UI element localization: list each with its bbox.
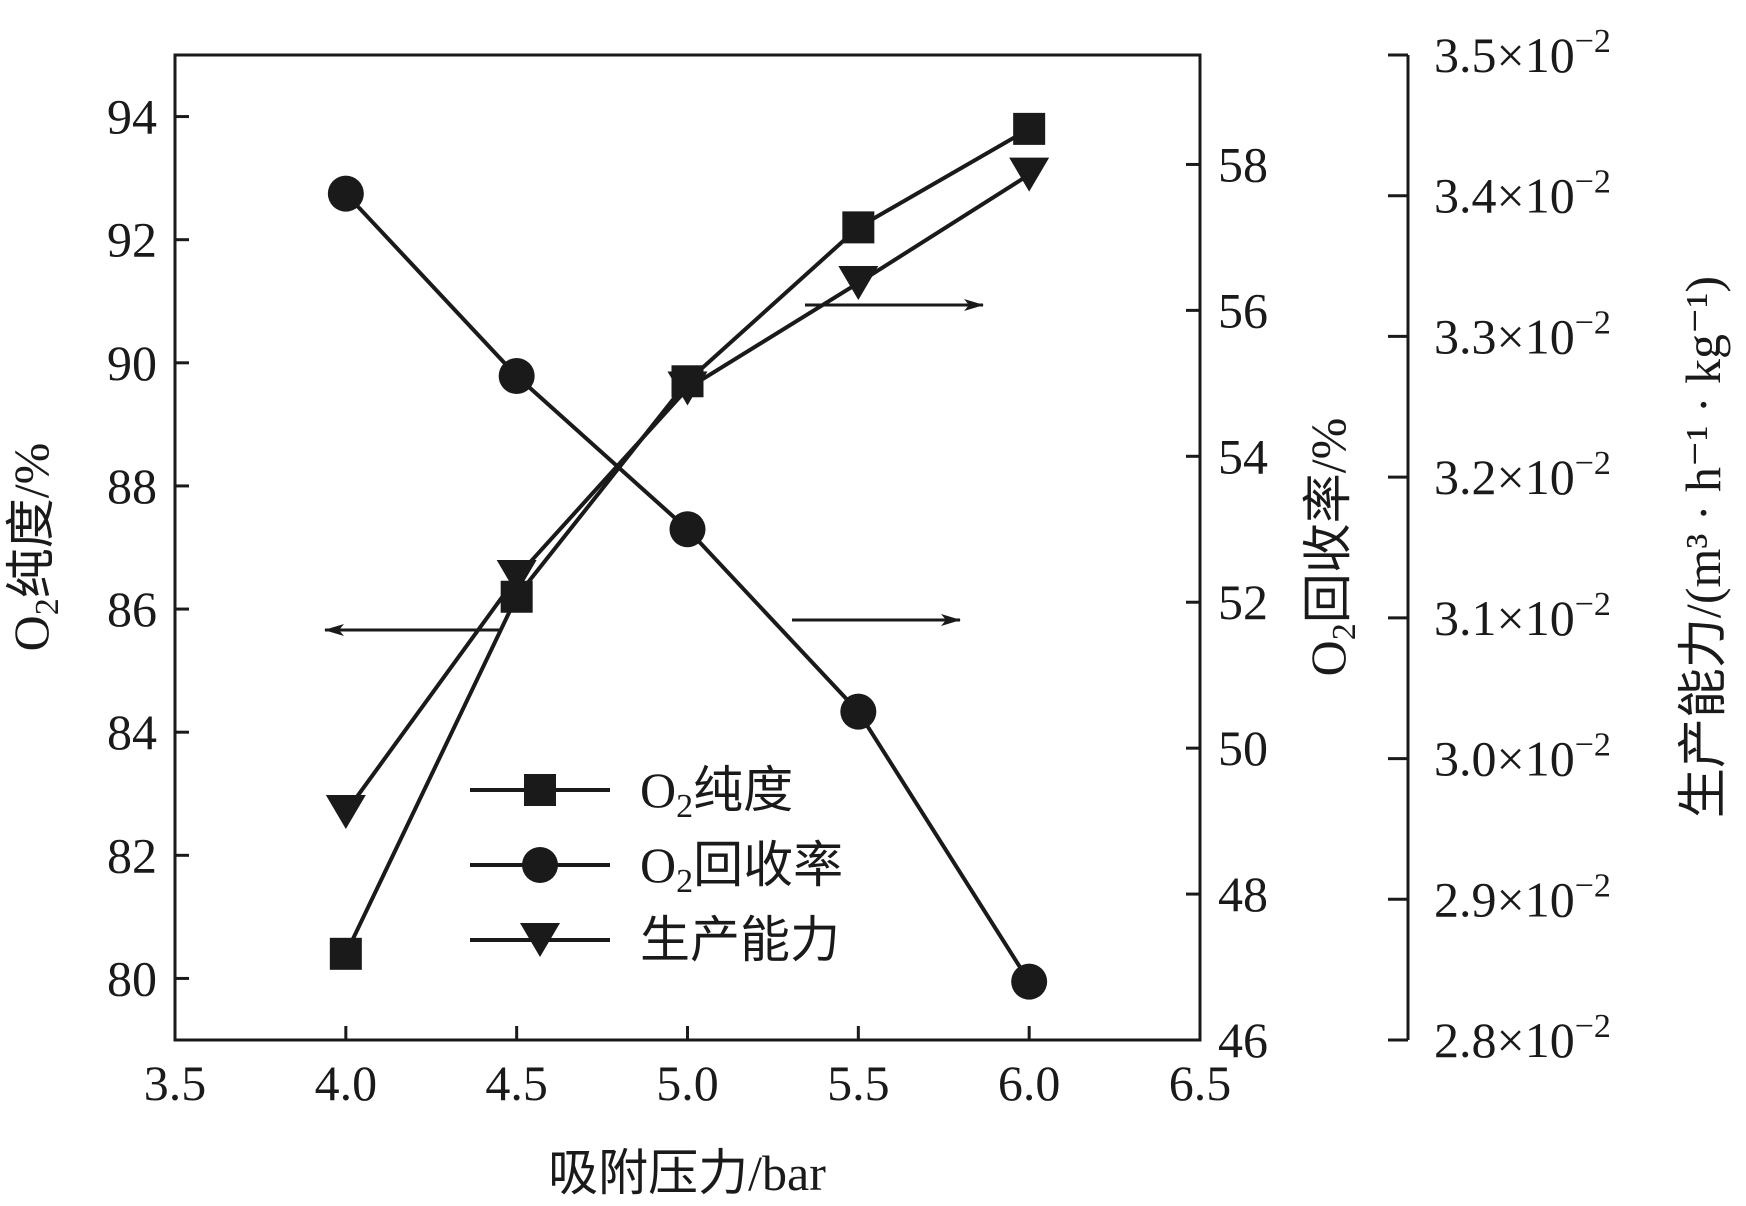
right2-tick-label: 3.0×10−2 — [1434, 727, 1611, 787]
right2-tick-mantissa: 2.8×10 — [1434, 1012, 1575, 1068]
legend-label-main: O — [640, 762, 676, 818]
right2-tick-mantissa: 3.1×10 — [1434, 590, 1575, 646]
legend-marker-circle — [522, 847, 558, 883]
series-layer — [325, 112, 1050, 1000]
data-point-triangle-down — [838, 265, 879, 300]
right2-tick-label: 3.3×10−2 — [1434, 304, 1611, 364]
x-axis: 3.5 4.0 4.5 5.0 5.5 6.0 6.5 — [144, 1026, 1232, 1111]
right2-axis-title: 生产能力/(m³ · h⁻¹ · kg⁻¹) — [1675, 276, 1731, 818]
right2-tick-label: 3.4×10−2 — [1434, 164, 1611, 224]
legend-label-rest: 纯度 — [693, 762, 793, 818]
right2-tick-exponent: −2 — [1575, 164, 1611, 201]
legend-marker-square — [524, 774, 556, 806]
data-point-circle — [669, 511, 706, 548]
legend-label-rest: 回收率 — [693, 837, 843, 893]
data-point-circle — [498, 358, 535, 395]
right1-tick-label: 58 — [1218, 136, 1268, 192]
left-tick-label: 90 — [107, 335, 157, 391]
left-tick-label: 84 — [107, 704, 157, 760]
left-tick-label: 88 — [107, 458, 157, 514]
series-triangle-down — [325, 157, 1050, 830]
x-tick-label: 5.0 — [656, 1055, 719, 1111]
right2-tick-mantissa: 3.5×10 — [1434, 27, 1575, 83]
left-tick-label: 80 — [107, 950, 157, 1006]
right2-tick-exponent: −2 — [1575, 445, 1611, 482]
right2-tick-label: 2.8×10−2 — [1434, 1008, 1611, 1068]
x-tick-label: 3.5 — [144, 1055, 207, 1111]
data-point-circle — [327, 175, 364, 212]
data-point-circle — [840, 693, 877, 730]
right2-tick-label: 3.5×10−2 — [1434, 23, 1611, 83]
legend-label-sub: 2 — [676, 863, 693, 900]
right1-tick-label: 52 — [1218, 574, 1268, 630]
legend-marker-triangle-down — [520, 923, 560, 957]
right2-tick-label: 2.9×10−2 — [1434, 867, 1611, 927]
left-axis-title: O2纯度/% — [3, 443, 66, 652]
legend-item: O2回收率 — [470, 837, 843, 900]
right2-tick-label: 3.2×10−2 — [1434, 445, 1611, 505]
left-axis-title-rest: 纯度/% — [3, 443, 59, 599]
series-circle — [327, 175, 1048, 1000]
right2-tick-mantissa: 3.2×10 — [1434, 449, 1575, 505]
right1-axis-title-main: O — [1300, 640, 1356, 676]
right2-tick-exponent: −2 — [1575, 304, 1611, 341]
data-point-triangle-down — [496, 560, 537, 595]
left-tick-label: 94 — [107, 89, 157, 145]
legend-item: O2纯度 — [470, 762, 793, 825]
x-tick-label: 4.5 — [485, 1055, 548, 1111]
legend-label: O2纯度 — [640, 762, 793, 825]
x-tick-label: 4.0 — [315, 1055, 378, 1111]
right1-tick-label: 48 — [1218, 866, 1268, 922]
series-line-triangle-down — [344, 172, 1031, 814]
left-tick-label: 92 — [107, 212, 157, 268]
data-point-triangle-down — [667, 371, 708, 406]
right1-tick-label: 46 — [1218, 1012, 1268, 1068]
right2-tick-mantissa: 2.9×10 — [1434, 871, 1575, 927]
x-tick-label: 6.5 — [1169, 1055, 1232, 1111]
right2-tick-exponent: −2 — [1575, 586, 1611, 623]
right2-tick-exponent: −2 — [1575, 727, 1611, 764]
legend-label: O2回收率 — [640, 837, 843, 900]
right2-y-axis: 2.8×10−22.9×10−23.0×10−23.1×10−23.2×10−2… — [1388, 23, 1611, 1068]
right2-tick-exponent: −2 — [1575, 867, 1611, 904]
data-point-square — [842, 211, 875, 244]
right1-tick-label: 54 — [1218, 428, 1268, 484]
left-axis-title-sub: 2 — [29, 598, 66, 615]
left-tick-label: 86 — [107, 581, 157, 637]
legend-label-main: O — [640, 837, 676, 893]
right1-tick-label: 50 — [1218, 720, 1268, 776]
annotation-arrows — [324, 299, 984, 636]
right1-axis-title-sub: 2 — [1326, 623, 1363, 640]
data-point-circle — [1011, 963, 1048, 1000]
right2-tick-exponent: −2 — [1575, 1008, 1611, 1045]
data-point-triangle-down — [325, 795, 366, 830]
left-y-axis: 80 82 84 86 88 90 92 94 — [107, 89, 189, 1006]
x-tick-label: 5.5 — [827, 1055, 890, 1111]
legend-label-sub: 2 — [676, 788, 693, 825]
legend-label: 生产能力 — [640, 912, 840, 968]
left-axis-title-main: O — [3, 615, 59, 651]
right2-tick-mantissa: 3.4×10 — [1434, 168, 1575, 224]
x-axis-title: 吸附压力/bar — [548, 1145, 826, 1201]
right1-y-axis: 46 48 50 52 54 56 58 — [1186, 136, 1268, 1068]
legend-item: 生产能力 — [470, 912, 840, 968]
x-tick-label: 6.0 — [998, 1055, 1061, 1111]
data-point-square — [1013, 112, 1046, 145]
right2-tick-mantissa: 3.3×10 — [1434, 308, 1575, 364]
data-point-triangle-down — [1009, 157, 1050, 192]
right2-tick-exponent: −2 — [1575, 23, 1611, 60]
data-point-square — [329, 937, 362, 970]
left-tick-label: 82 — [107, 827, 157, 883]
right2-tick-label: 3.1×10−2 — [1434, 586, 1611, 646]
right1-tick-label: 56 — [1218, 282, 1268, 338]
right1-axis-title: O2回收率/% — [1300, 418, 1363, 677]
right1-axis-title-rest: 回收率/% — [1300, 418, 1356, 624]
right2-tick-mantissa: 3.0×10 — [1434, 731, 1575, 787]
